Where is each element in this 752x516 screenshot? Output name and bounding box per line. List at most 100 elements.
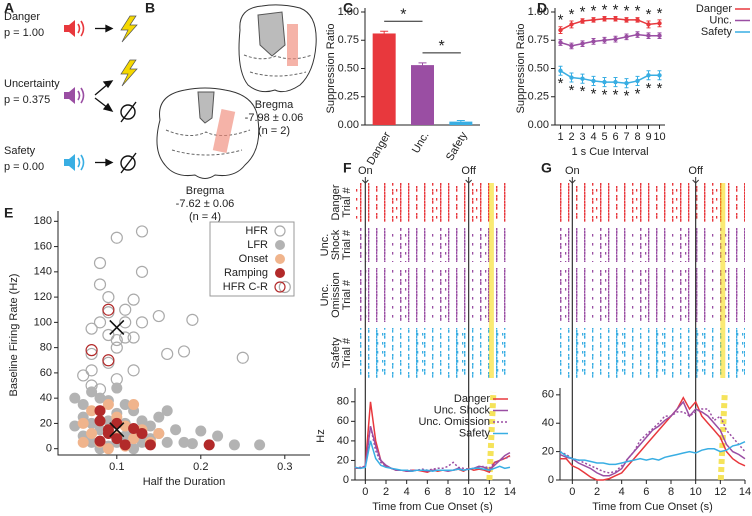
- event-label: Off: [688, 165, 703, 177]
- point: [102, 306, 115, 319]
- point: [558, 27, 563, 33]
- point: [119, 398, 131, 410]
- y-axis-label: Baseline Firing Rate (Hz): [8, 274, 20, 397]
- series-line: [560, 70, 660, 84]
- x-tick-label: 1: [557, 131, 563, 143]
- legend-box: [209, 221, 295, 297]
- legend-label: Unc. Shock: [434, 404, 491, 416]
- event-label: On: [565, 165, 580, 177]
- point: [102, 356, 115, 369]
- point: [136, 436, 148, 448]
- point: [613, 79, 618, 85]
- series-line: [354, 426, 511, 471]
- point: [657, 21, 662, 26]
- point: [236, 351, 249, 364]
- trial-label: Trial #: [341, 337, 353, 368]
- point: [657, 73, 662, 78]
- x-tick-label: 4: [404, 486, 410, 498]
- shock-icon: [120, 59, 138, 87]
- point: [102, 443, 114, 455]
- point: [569, 43, 574, 49]
- point: [119, 331, 132, 344]
- x-tick-label: 2: [594, 486, 600, 498]
- raster-label: Unc.: [319, 284, 331, 307]
- panel-letter: B: [145, 0, 155, 16]
- significance-star: *: [558, 12, 564, 29]
- y-tick-label: 40: [337, 435, 349, 447]
- point: [128, 443, 140, 455]
- y-tick-label: 20: [542, 446, 554, 458]
- x-tick-label: 2: [383, 486, 389, 498]
- y-tick-label: 1.00: [528, 6, 549, 18]
- recording-site: [287, 24, 298, 66]
- point: [94, 405, 106, 417]
- y-tick-label: 60: [542, 389, 554, 401]
- point: [86, 405, 98, 417]
- legend-label: Danger: [696, 3, 732, 15]
- raster-label: Unc.: [319, 234, 331, 257]
- x-tick-label: 12: [714, 486, 726, 498]
- x-axis-label: Half the Duration: [143, 476, 226, 488]
- shock-icon: [120, 15, 138, 43]
- point: [111, 433, 123, 445]
- x-tick-label: 4: [619, 486, 625, 498]
- series-line: [559, 400, 746, 477]
- point: [102, 303, 115, 316]
- error-bar: [380, 30, 389, 36]
- point: [110, 341, 123, 354]
- bar: [372, 33, 396, 125]
- y-axis-label: Suppression Ratio: [325, 24, 337, 114]
- point: [635, 32, 640, 37]
- raster: [560, 268, 745, 322]
- significance-star: *: [439, 38, 445, 55]
- point: [591, 17, 596, 23]
- point: [591, 78, 596, 84]
- raster: [560, 228, 745, 262]
- point: [635, 17, 640, 23]
- y-tick-label: 80: [337, 396, 349, 408]
- legend-swatch: [275, 240, 285, 250]
- point: [657, 33, 662, 38]
- panel-a: A Danger p = 1.00 Uncertainty p = 0.375 …: [4, 0, 138, 174]
- y-tick-label: 60: [337, 415, 349, 427]
- cue-probability: p = 1.00: [4, 27, 44, 39]
- legend-label: HFR: [245, 225, 268, 237]
- y-tick-label: 40: [542, 417, 554, 429]
- point: [153, 428, 165, 440]
- point: [93, 278, 107, 291]
- point: [624, 80, 629, 86]
- point: [127, 364, 140, 377]
- point: [86, 436, 98, 448]
- x-tick-label: 10: [463, 486, 475, 498]
- x-axis-label: Time from Cue Onset (s): [592, 501, 713, 513]
- y-axis-label: Hz: [315, 429, 327, 442]
- panel-letter: F: [343, 160, 352, 176]
- point: [624, 34, 629, 40]
- raster: [355, 228, 510, 262]
- raster-label: Safety: [330, 337, 342, 369]
- bar: [449, 121, 473, 125]
- y-tick-label: 140: [34, 266, 52, 278]
- legend-swatch: [274, 225, 286, 237]
- significance-star: *: [580, 4, 586, 21]
- y-axis-label: Suppression Ratio: [515, 24, 527, 114]
- point: [558, 40, 563, 45]
- x-tick-label: 0: [362, 486, 368, 498]
- y-tick-label: 100: [34, 316, 52, 328]
- omission-icon: [120, 101, 137, 123]
- significance-star: *: [657, 5, 663, 22]
- significance-star: *: [591, 3, 597, 20]
- point: [77, 436, 89, 448]
- event-arrow: [465, 177, 473, 184]
- y-tick-label: 1.00: [338, 6, 359, 18]
- significance-star: *: [602, 87, 608, 104]
- series-line: [559, 408, 746, 474]
- point: [69, 392, 81, 404]
- point: [94, 424, 106, 436]
- point: [102, 291, 115, 304]
- point: [144, 439, 156, 451]
- axis-line: [57, 211, 310, 456]
- point: [624, 17, 629, 23]
- shock-marker: [720, 183, 726, 378]
